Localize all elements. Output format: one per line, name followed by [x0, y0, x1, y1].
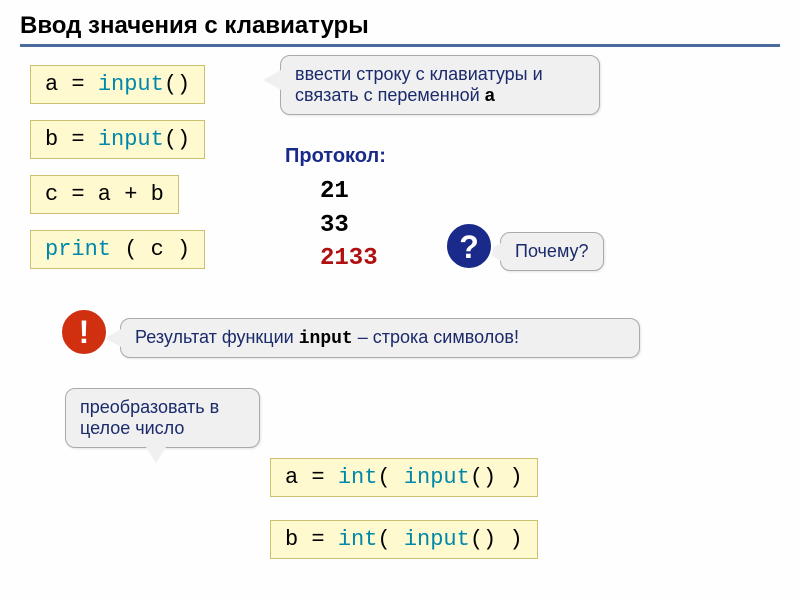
callout-mono: input [299, 329, 353, 349]
code-text: () ) [470, 527, 523, 552]
exclaim-badge-icon: ! [60, 308, 108, 356]
code-text: ( [377, 527, 403, 552]
code-fn: input [98, 127, 164, 152]
code-text: () [164, 127, 190, 152]
callout-text: ввести строку с клавиатуры и связать с п… [295, 64, 543, 105]
code-fn: input [404, 465, 470, 490]
callout-bold: a [485, 85, 495, 105]
code-text: a = [285, 465, 338, 490]
code-fn: int [338, 465, 378, 490]
code-line-1: a = input() [30, 65, 205, 104]
code-text: b = [285, 527, 338, 552]
code-fn: int [338, 527, 378, 552]
code-text: ( [377, 465, 403, 490]
callout-convert: преобразовать в целое число [65, 388, 260, 448]
code-fn: input [98, 72, 164, 97]
code-line-6: b = int( input() ) [270, 520, 538, 559]
protocol-v1: 21 [320, 175, 378, 209]
code-fn: print [45, 237, 111, 262]
protocol-v2: 33 [320, 209, 378, 243]
page-title: Ввод значения с клавиатуры [20, 12, 780, 47]
callout-text: Результат функции [135, 327, 299, 347]
code-text: b = [45, 127, 98, 152]
code-line-2: b = input() [30, 120, 205, 159]
code-line-4: print ( c ) [30, 230, 205, 269]
code-line-5: a = int( input() ) [270, 458, 538, 497]
code-text: () [164, 72, 190, 97]
callout-why: Почему? [500, 232, 604, 271]
code-fn: input [404, 527, 470, 552]
code-text: () ) [470, 465, 523, 490]
protocol-label: Протокол: [285, 145, 386, 168]
protocol-v3: 2133 [320, 242, 378, 276]
code-text: a = [45, 72, 98, 97]
question-badge-icon: ? [445, 222, 493, 270]
callout-explain-input: ввести строку с клавиатуры и связать с п… [280, 55, 600, 115]
callout-result: Результат функции input – строка символо… [120, 318, 640, 358]
callout-text: – строка символов! [353, 327, 519, 347]
code-text: ( c ) [111, 237, 190, 262]
code-line-3: c = a + b [30, 175, 179, 214]
protocol-values: 21 33 2133 [320, 175, 378, 276]
